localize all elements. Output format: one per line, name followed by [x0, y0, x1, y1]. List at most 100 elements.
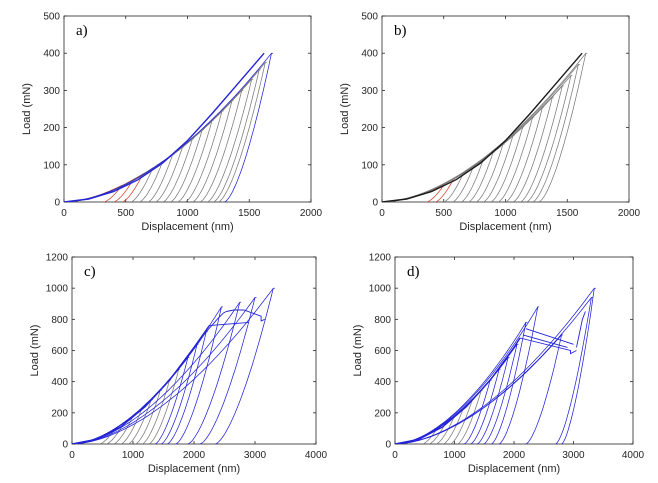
y-tick-label: 1200	[369, 253, 392, 264]
cycle-curve	[395, 322, 528, 444]
y-tick-label: 0	[54, 198, 60, 209]
plot-area	[64, 52, 273, 202]
x-tick-label: 4000	[622, 450, 645, 461]
cycle-curve	[382, 75, 573, 202]
cycle-curve	[72, 306, 223, 444]
y-axis-label: Load (mN)	[352, 325, 364, 377]
cycle-curve	[64, 184, 124, 202]
x-tick-label: 1000	[122, 450, 145, 461]
y-tick-label: 100	[361, 160, 378, 171]
cycle-curve	[395, 297, 593, 444]
loading-envelope	[72, 325, 210, 444]
x-tick-label: 1000	[176, 208, 199, 219]
loading-envelope	[64, 52, 265, 202]
cycle-curve	[382, 178, 456, 202]
y-axis-label: Load (mN)	[339, 83, 351, 135]
x-tick-label: 2000	[503, 450, 526, 461]
cycle-curve	[64, 167, 155, 202]
x-tick-label: 3000	[562, 450, 585, 461]
cycle-curve	[64, 90, 244, 202]
cycle-curve	[72, 301, 242, 444]
y-tick-label: 200	[51, 408, 68, 419]
y-tick-label: 200	[361, 123, 378, 134]
y-tick-label: 100	[43, 160, 60, 171]
plot-area	[382, 52, 588, 202]
x-tick-label: 0	[61, 208, 67, 219]
pop-in-segment	[209, 321, 249, 327]
panel-label: d)	[407, 264, 420, 280]
x-tick-label: 0	[379, 208, 385, 219]
x-tick-label: 2000	[300, 208, 323, 219]
x-tick-label: 1500	[556, 208, 579, 219]
x-tick-label: 500	[117, 208, 134, 219]
y-tick-label: 800	[374, 315, 391, 326]
y-tick-label: 200	[43, 123, 60, 134]
plot-area	[72, 287, 275, 444]
pop-in-segment	[576, 311, 586, 348]
cycle-curve	[382, 151, 495, 202]
axes-frame	[381, 15, 630, 203]
chart-panel-a: 0 500 1000 1500 2000 0 100 200 300 400 500 Displace…	[21, 12, 323, 234]
x-tick-label: 0	[69, 450, 75, 461]
y-tick-label: 1000	[369, 284, 392, 295]
x-tick-label: 4000	[305, 450, 328, 461]
cycle-curve	[64, 160, 165, 202]
x-tick-label: 0	[392, 450, 398, 461]
y-tick-label: 1200	[46, 253, 69, 264]
y-tick-label: 600	[374, 346, 391, 357]
x-tick-label: 500	[435, 208, 452, 219]
cycle-curve	[382, 143, 505, 202]
cycle-curve	[72, 389, 162, 444]
x-axis-label: Displacement (nm)	[459, 221, 551, 233]
x-tick-label: 2000	[618, 208, 641, 219]
pop-in-segment	[519, 337, 577, 355]
loading-envelope	[382, 52, 583, 202]
panel-label: b)	[394, 23, 407, 39]
y-tick-label: 200	[374, 408, 391, 419]
y-axis-label: Load (mN)	[21, 83, 33, 135]
y-tick-label: 300	[43, 86, 60, 97]
y-tick-label: 300	[361, 86, 378, 97]
y-tick-label: 0	[62, 440, 68, 451]
cycle-curve	[395, 306, 540, 444]
pop-in-segment	[226, 309, 265, 322]
cycle-curve	[64, 119, 214, 202]
cycle-curve	[64, 78, 254, 202]
cycle-curve	[382, 106, 544, 202]
axes-frame	[71, 256, 317, 445]
chart-panel-d: 0 1000 2000 3000 4000 0 200 400 600 800 1000 1200 Di…	[352, 253, 645, 476]
cycle-curve	[72, 399, 153, 444]
cycle-curve	[64, 52, 273, 202]
y-tick-label: 400	[51, 377, 68, 388]
y-tick-label: 800	[51, 315, 68, 326]
cycle-curve	[382, 116, 535, 202]
chart-panel-c: 0 1000 2000 3000 4000 0 200 400 600 800 1000 1200 Di…	[29, 253, 328, 476]
x-axis-label: Displacement (nm)	[141, 221, 233, 233]
cycle-curve	[72, 422, 126, 444]
panel-label: c)	[84, 264, 96, 280]
x-tick-label: 2000	[183, 450, 206, 461]
cycle-curve	[382, 159, 485, 202]
cycle-curve	[72, 407, 144, 444]
cycle-curve	[382, 166, 475, 202]
cycle-curve	[72, 368, 181, 444]
panel-label: a)	[76, 23, 88, 39]
cycle-curve	[64, 173, 145, 202]
cycle-curve	[395, 287, 596, 444]
y-tick-label: 400	[43, 49, 60, 60]
y-tick-label: 400	[361, 49, 378, 60]
cycle-curve	[382, 126, 525, 202]
x-axis-label: Displacement (nm)	[148, 463, 240, 475]
x-axis-label: Displacement (nm)	[468, 463, 560, 475]
y-tick-label: 0	[385, 440, 391, 451]
cycle-curve	[382, 52, 588, 202]
cycle-curve	[72, 343, 199, 444]
cycle-curve	[64, 110, 224, 202]
pop-in-segment	[525, 328, 574, 345]
cycle-curve	[64, 62, 267, 202]
chart-panel-b: 0 500 1000 1500 2000 0 100 200 300 400 500 Displace…	[339, 12, 641, 234]
cycle-curve	[382, 96, 554, 202]
cycle-curve	[64, 179, 135, 202]
cycle-curve	[382, 172, 465, 202]
